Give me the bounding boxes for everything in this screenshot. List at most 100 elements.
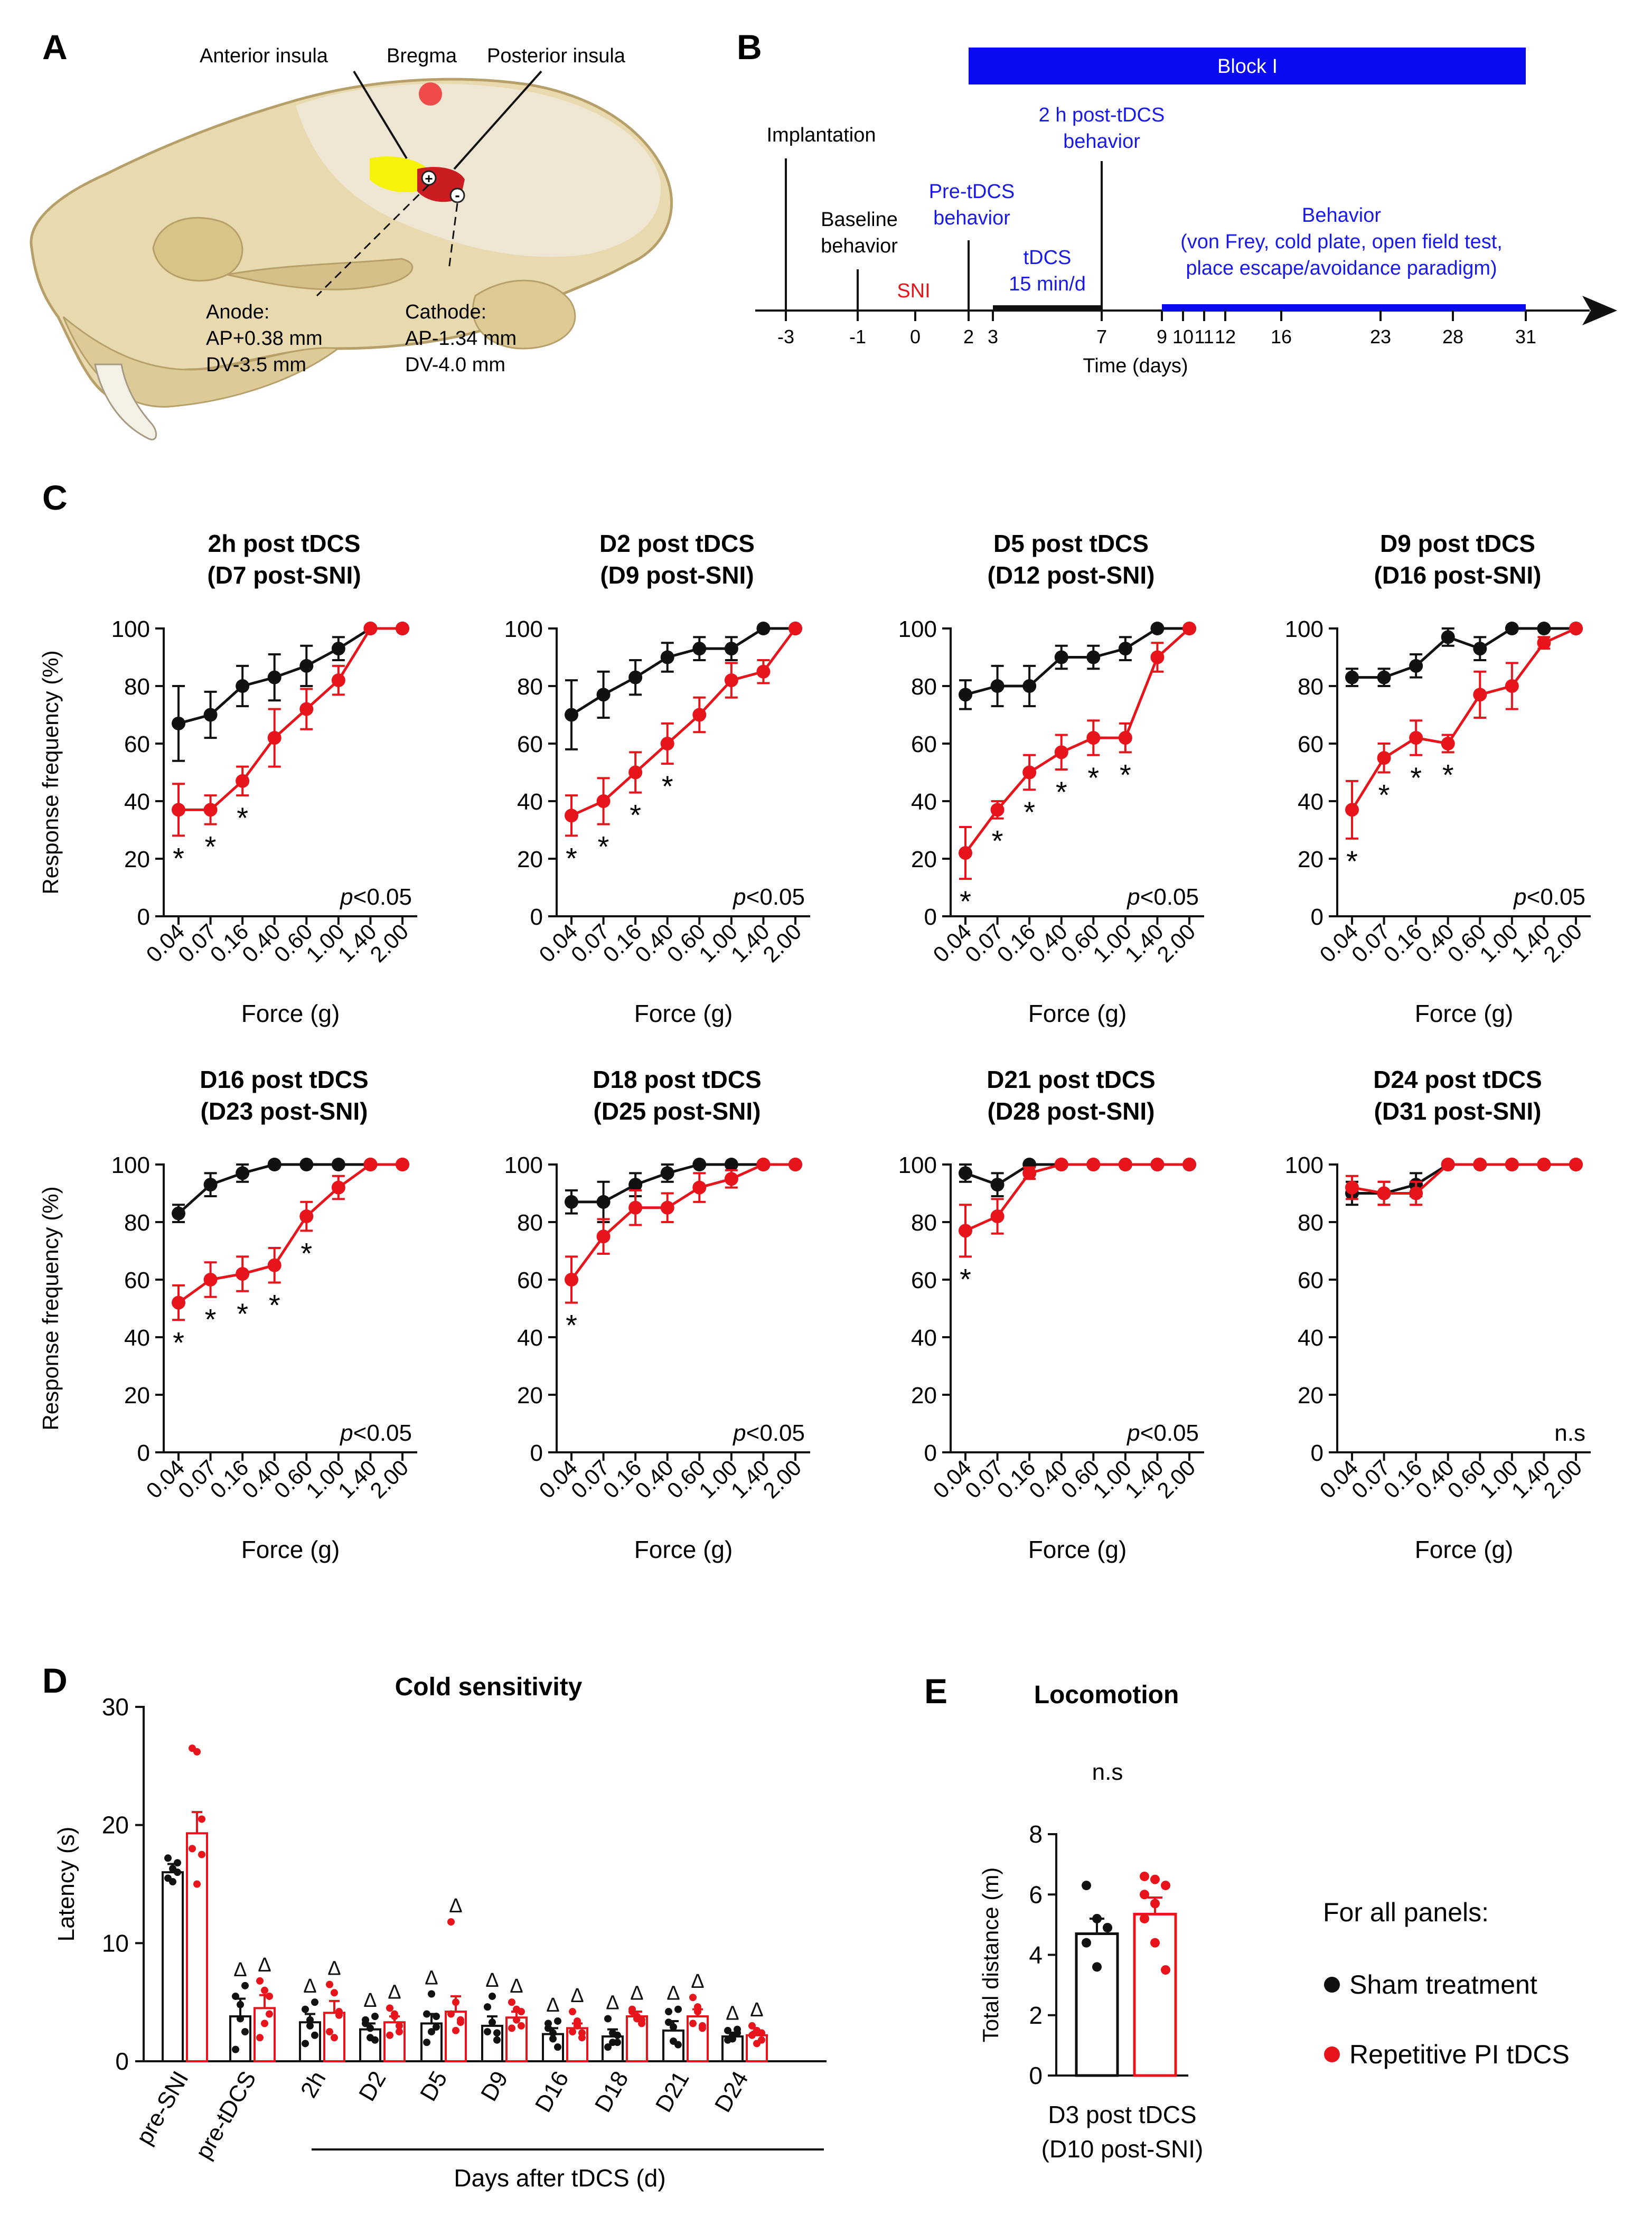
sham-data-point — [1473, 642, 1487, 656]
sham-data-point — [1150, 622, 1165, 635]
tdcs-data-point — [596, 794, 611, 808]
significance-star: * — [960, 1262, 971, 1295]
sham-data-point — [596, 1195, 611, 1209]
tdcs-cold-dot — [447, 2010, 455, 2018]
sham-cold-dot — [549, 2029, 557, 2037]
tdcs-locomotion-dot — [1150, 1899, 1160, 1909]
sham-cold-dot — [665, 2018, 672, 2026]
von-frey-chart-7: D21 post tDCS(D28 post-SNI)0204060801000… — [898, 1066, 1204, 1563]
tdcs-data-point — [1473, 688, 1487, 702]
tdcs-data-point — [1409, 1186, 1423, 1200]
cold-x-tick-label: D9 — [476, 2067, 513, 2106]
p-value-italic: p — [1126, 1420, 1140, 1446]
cold-delta-marker: Δ — [233, 1959, 247, 1981]
tdcs-locomotion-dot — [1150, 1874, 1160, 1884]
tdcs-cold-dot — [518, 2022, 525, 2030]
tdcs-data-point — [628, 1200, 643, 1215]
y-tick-label: 0 — [1311, 904, 1324, 930]
posterior-insula-label: Posterior insula — [487, 45, 626, 67]
tdcs-cold-dot — [335, 2011, 343, 2019]
sham-data-point — [331, 1158, 345, 1171]
tdcs-data-point — [959, 846, 972, 860]
tdcs-data-point — [565, 809, 578, 823]
sham-cold-dot — [311, 2031, 318, 2039]
p-value-rest: <0.05 — [353, 884, 412, 910]
timeline-tick-label: 12 — [1215, 326, 1236, 348]
tdcs-data-point — [1086, 1158, 1101, 1171]
sham-cold-bar — [162, 1871, 184, 2062]
tdcs-data-point — [299, 1209, 314, 1224]
y-tick-label: 80 — [911, 1210, 937, 1236]
cold-delta-marker: Δ — [510, 1975, 523, 1997]
anterior-insula-label: Anterior insula — [200, 45, 328, 67]
y-tick-label: 100 — [1285, 1152, 1324, 1178]
y-tick-label: 100 — [1285, 616, 1324, 642]
chart-title-line1: D5 post tDCS — [993, 530, 1149, 557]
significance-star: * — [301, 1236, 312, 1270]
sham-data-point — [692, 1158, 707, 1171]
y-axis-title: Response frequency (%) — [38, 1186, 63, 1430]
sham-cold-dot — [306, 2016, 314, 2024]
tdcs-cold-dot — [753, 2040, 761, 2048]
y-tick-label: 100 — [898, 616, 937, 642]
sham-data-point — [172, 1206, 185, 1220]
tdcs-cold-dot — [569, 2028, 576, 2036]
tdcs-cold-dot — [628, 2008, 636, 2016]
timeline-tick-label: 3 — [988, 326, 998, 348]
tdcs-cold-dot — [457, 2018, 464, 2026]
x-tick-label: 2.00 — [365, 1455, 413, 1503]
skull-zygomatic — [227, 258, 414, 290]
significance-star: * — [1410, 761, 1422, 794]
timeline-tick-label: 7 — [1096, 326, 1107, 348]
bregma-dot — [419, 82, 442, 106]
sham-data-point — [1345, 670, 1359, 684]
significance-star: * — [598, 830, 609, 863]
pre-tdcs-label-1: Pre-tDCS — [929, 181, 1015, 203]
tdcs-data-point — [1182, 1158, 1196, 1171]
tdcs-data-point — [1345, 1180, 1359, 1195]
skull-orbit — [152, 217, 243, 281]
cold-y-axis-title: Latency (s) — [53, 1827, 79, 1942]
tdcs-cold-dot — [689, 1994, 697, 2002]
x-axis-title: Force (g) — [1028, 1000, 1127, 1027]
x-tick-label: 2.00 — [758, 1455, 806, 1503]
significance-star: * — [205, 830, 217, 863]
tdcs-data-point — [1054, 1158, 1068, 1171]
post-tdcs-label-1: 2 h post-tDCS — [1039, 104, 1165, 126]
tdcs-data-point — [756, 1158, 771, 1171]
sham-cold-dot — [428, 1990, 435, 1998]
sham-data-point — [596, 688, 611, 702]
chart-title-line2: (D25 post-SNI) — [594, 1097, 761, 1125]
sham-data-point — [1118, 642, 1132, 656]
behavior-period-bar — [1162, 304, 1526, 312]
sham-cold-dot — [674, 2005, 682, 2013]
cathode-symbol: - — [455, 187, 459, 203]
sham-data-point — [1441, 630, 1455, 644]
y-tick-label: 0 — [530, 904, 543, 930]
tdcs-data-point — [1377, 1186, 1391, 1200]
tdcs-data-point — [172, 803, 185, 817]
sham-cold-dot — [423, 2039, 430, 2046]
cathode-title: Cathode: — [405, 301, 486, 323]
sham-cold-dot — [489, 2018, 496, 2026]
legend-tdcs-marker — [1324, 2046, 1340, 2062]
tdcs-cold-dot — [193, 1880, 201, 1888]
block-i-bar — [969, 48, 1526, 84]
significance-star: * — [662, 769, 673, 803]
sham-cold-dot — [604, 2015, 612, 2023]
significance-star: * — [173, 841, 184, 875]
tdcs-cold-dot — [699, 2024, 706, 2032]
significance-star: * — [1442, 758, 1454, 791]
tdcs-data-point — [1150, 1158, 1165, 1171]
panel-b-timeline: B Block I Implantation Baseline behavior… — [737, 27, 1617, 377]
tdcs-data-point — [1086, 731, 1101, 745]
tdcs-data-point — [789, 622, 802, 635]
sham-cold-dot — [554, 2017, 561, 2025]
x-axis-title: Force (g) — [241, 1000, 340, 1027]
p-value-label: p<0.05 — [339, 1420, 412, 1446]
sham-cold-dot — [306, 2022, 314, 2030]
sham-cold-dot — [371, 2013, 379, 2021]
sham-data-point — [172, 716, 185, 730]
sham-cold-dot — [724, 2026, 731, 2034]
sham-data-point — [299, 659, 314, 673]
